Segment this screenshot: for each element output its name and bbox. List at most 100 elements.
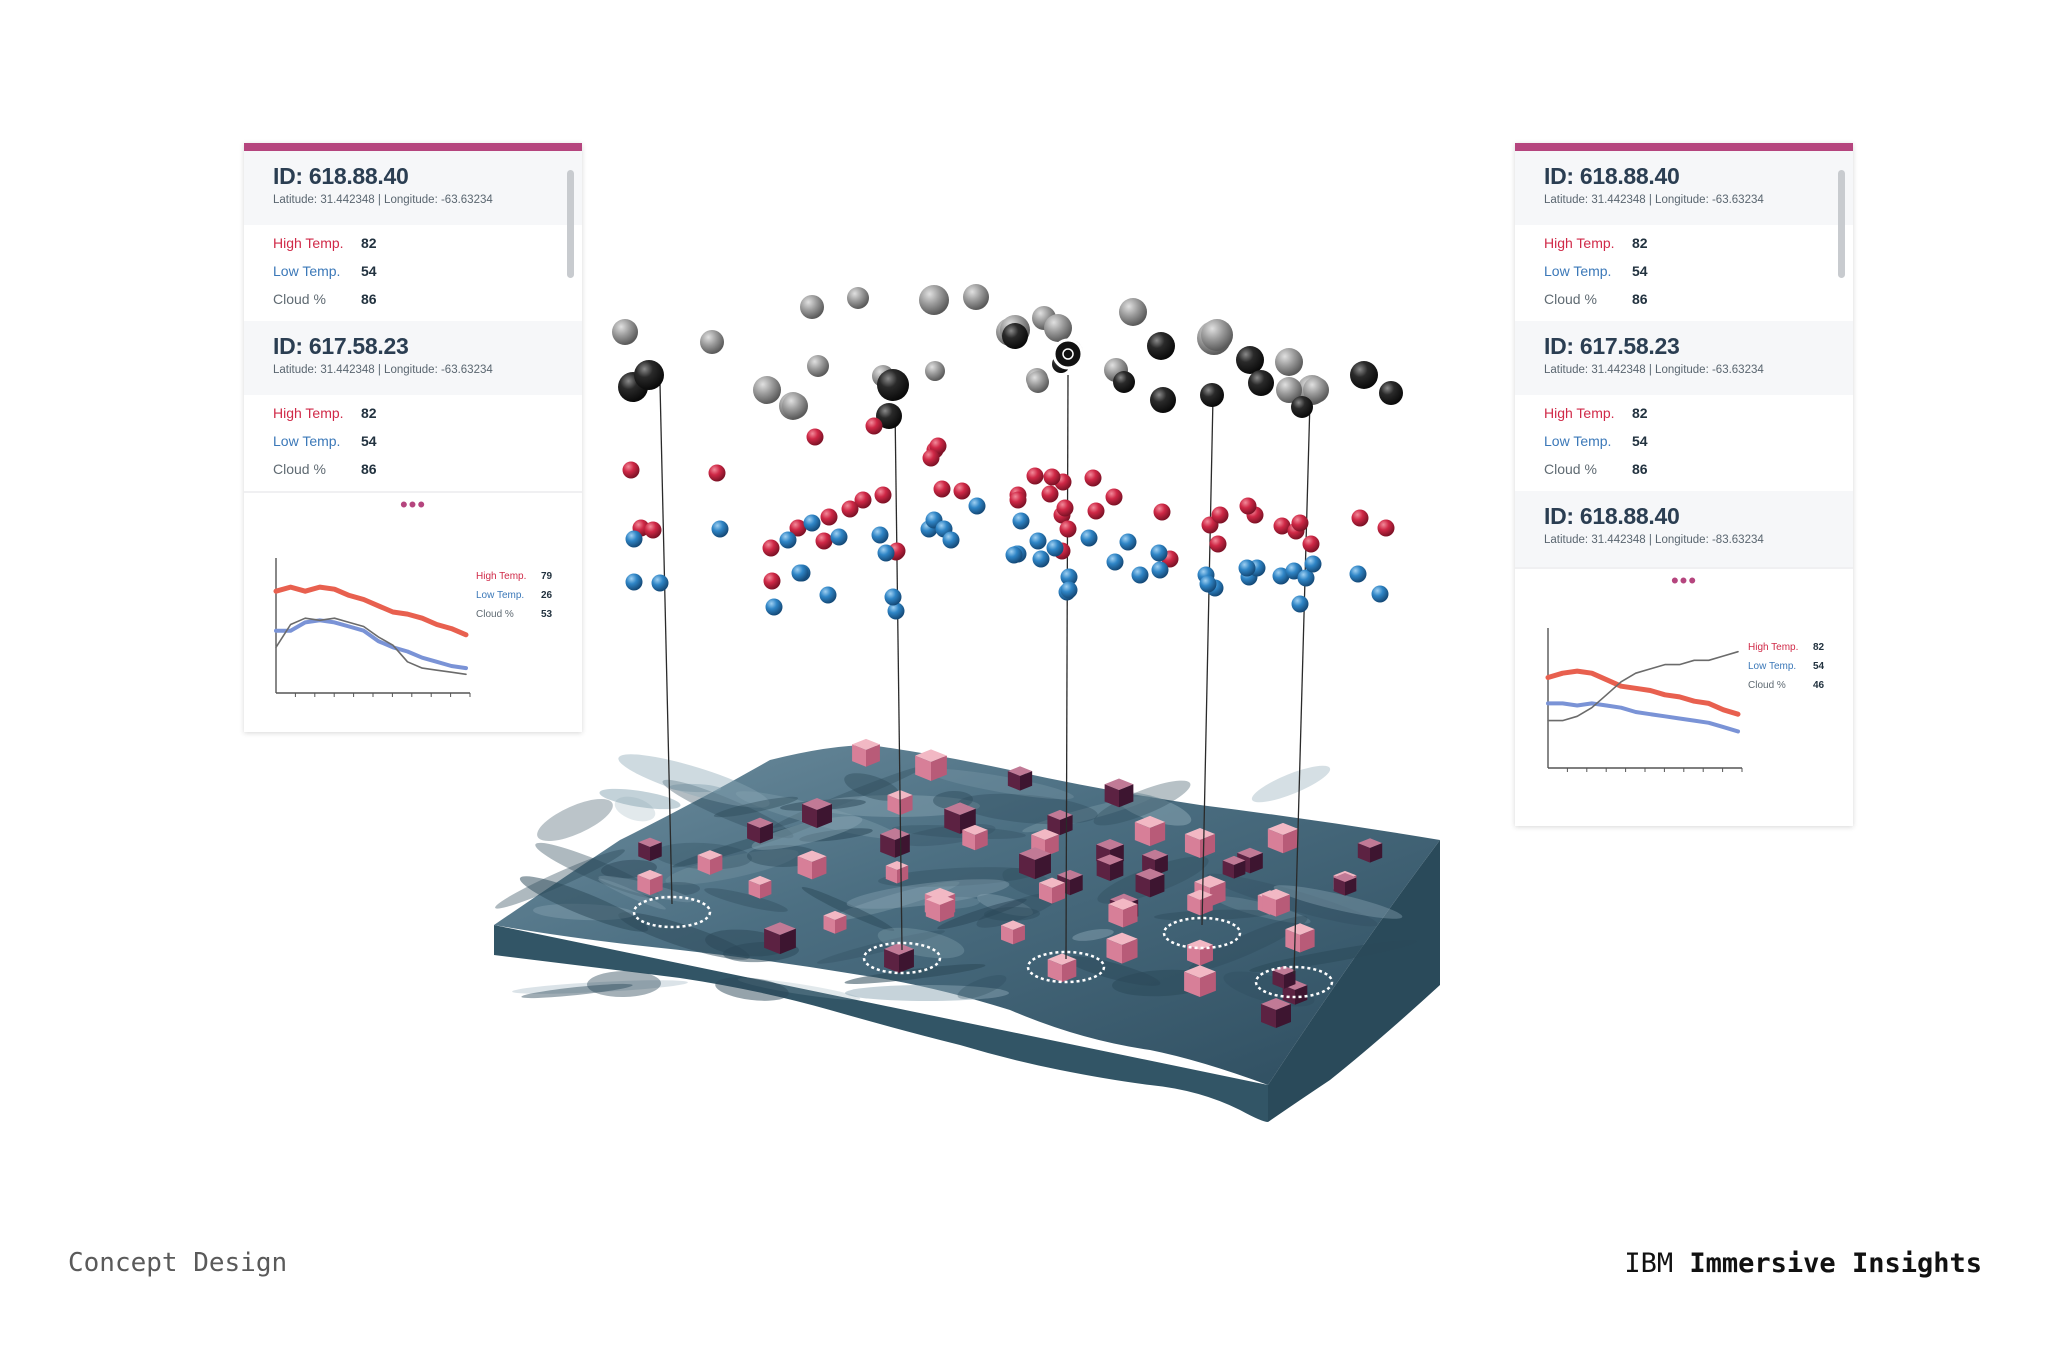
cloud-sphere[interactable] [919, 285, 949, 315]
cloud-sphere[interactable] [1276, 377, 1302, 403]
scrollbar[interactable] [567, 170, 574, 278]
low-temp-sphere[interactable] [1371, 585, 1389, 603]
cloud-sphere[interactable] [1201, 319, 1233, 351]
low-temp-sphere[interactable] [830, 528, 848, 546]
data-cube[interactable] [802, 798, 832, 828]
cloud-sphere[interactable] [1150, 387, 1176, 413]
high-temp-sphere[interactable] [841, 500, 859, 518]
high-temp-sphere[interactable] [854, 491, 872, 509]
low-temp-sphere[interactable] [1291, 595, 1309, 613]
data-cube[interactable] [1142, 849, 1168, 876]
low-temp-sphere[interactable] [1150, 544, 1168, 562]
low-temp-sphere[interactable] [1080, 529, 1098, 547]
low-temp-sphere[interactable] [1272, 567, 1290, 585]
low-temp-sphere[interactable] [942, 531, 960, 549]
data-cube[interactable] [1267, 822, 1299, 854]
data-cube[interactable] [1222, 855, 1246, 879]
scrollbar[interactable] [1838, 170, 1845, 278]
high-temp-sphere[interactable] [953, 482, 971, 500]
cloud-sphere[interactable] [782, 393, 808, 419]
more-button[interactable]: ••• [244, 491, 582, 521]
data-cube[interactable] [823, 910, 847, 934]
high-temp-sphere[interactable] [1056, 499, 1074, 517]
cloud-sphere[interactable] [634, 360, 664, 390]
high-temp-sphere[interactable] [708, 464, 726, 482]
low-temp-sphere[interactable] [1151, 561, 1169, 579]
low-temp-sphere[interactable] [1106, 553, 1124, 571]
low-temp-sphere[interactable] [791, 564, 809, 582]
data-cube[interactable] [1096, 854, 1124, 882]
cloud-sphere[interactable] [612, 319, 638, 345]
low-temp-sphere[interactable] [625, 530, 643, 548]
cloud-sphere[interactable] [876, 403, 902, 429]
cloud-sphere[interactable] [1147, 332, 1175, 360]
high-temp-sphere[interactable] [815, 532, 833, 550]
low-temp-sphere[interactable] [779, 531, 797, 549]
low-temp-sphere[interactable] [1012, 512, 1030, 530]
high-temp-sphere[interactable] [1211, 506, 1229, 524]
cloud-sphere[interactable] [700, 330, 724, 354]
data-cube[interactable] [748, 875, 772, 899]
cloud-sphere[interactable] [807, 355, 829, 377]
data-cube[interactable] [1357, 838, 1383, 863]
data-cube[interactable] [1184, 965, 1216, 998]
cloud-sphere[interactable] [1119, 298, 1147, 326]
low-temp-sphere[interactable] [968, 497, 986, 515]
low-temp-sphere[interactable] [884, 588, 902, 606]
data-cube[interactable] [1272, 965, 1296, 989]
low-temp-sphere[interactable] [819, 586, 837, 604]
low-temp-sphere[interactable] [887, 602, 905, 620]
cloud-sphere[interactable] [877, 369, 909, 401]
cursor-reticle-icon[interactable] [1052, 338, 1084, 370]
data-cube[interactable] [1007, 766, 1033, 791]
high-temp-sphere[interactable] [874, 486, 892, 504]
data-cube[interactable] [915, 749, 947, 782]
high-temp-sphere[interactable] [622, 461, 640, 479]
low-temp-sphere[interactable] [1046, 539, 1064, 557]
high-temp-sphere[interactable] [1009, 491, 1027, 509]
data-cube[interactable] [1262, 888, 1290, 917]
low-temp-sphere[interactable] [1238, 559, 1256, 577]
high-temp-sphere[interactable] [763, 572, 781, 590]
high-temp-sphere[interactable] [644, 521, 662, 539]
station-ring[interactable] [1162, 916, 1242, 950]
cloud-sphere[interactable] [925, 361, 945, 381]
cloud-sphere[interactable] [1236, 346, 1264, 374]
record-card[interactable]: ID: 618.88.40 Latitude: 31.442348 | Long… [1515, 491, 1853, 567]
cloud-sphere[interactable] [1248, 370, 1274, 396]
high-temp-sphere[interactable] [865, 417, 883, 435]
high-temp-sphere[interactable] [922, 449, 940, 467]
high-temp-sphere[interactable] [1351, 509, 1369, 527]
data-cube[interactable] [1019, 847, 1051, 880]
data-cube[interactable] [885, 861, 909, 884]
record-card[interactable]: ID: 618.88.40 Latitude: 31.442348 | Long… [244, 151, 582, 321]
cloud-sphere[interactable] [800, 295, 824, 319]
cloud-sphere[interactable] [1275, 348, 1303, 376]
cloud-sphere[interactable] [1044, 314, 1072, 342]
data-cube[interactable] [1047, 953, 1077, 983]
data-cube[interactable] [1333, 872, 1357, 896]
data-cube[interactable] [852, 738, 880, 767]
high-temp-sphere[interactable] [1291, 514, 1309, 532]
cloud-sphere[interactable] [847, 287, 869, 309]
high-temp-sphere[interactable] [1041, 485, 1059, 503]
cloud-sphere[interactable] [963, 284, 989, 310]
cloud-sphere[interactable] [1303, 377, 1329, 403]
cloud-sphere[interactable] [1002, 323, 1028, 349]
low-temp-sphere[interactable] [1119, 533, 1137, 551]
high-temp-sphere[interactable] [762, 539, 780, 557]
low-temp-sphere[interactable] [711, 520, 729, 538]
low-temp-sphere[interactable] [1060, 568, 1078, 586]
data-cube[interactable] [962, 824, 988, 851]
high-temp-sphere[interactable] [1084, 469, 1102, 487]
high-temp-sphere[interactable] [1377, 519, 1395, 537]
high-temp-sphere[interactable] [1239, 497, 1257, 515]
high-temp-sphere[interactable] [820, 508, 838, 526]
data-cube[interactable] [884, 943, 914, 973]
low-temp-sphere[interactable] [1131, 566, 1149, 584]
high-temp-sphere[interactable] [933, 480, 951, 498]
cloud-sphere[interactable] [753, 376, 781, 404]
low-temp-sphere[interactable] [1005, 546, 1023, 564]
station-ring[interactable] [1026, 950, 1106, 984]
station-ring[interactable] [632, 895, 712, 929]
